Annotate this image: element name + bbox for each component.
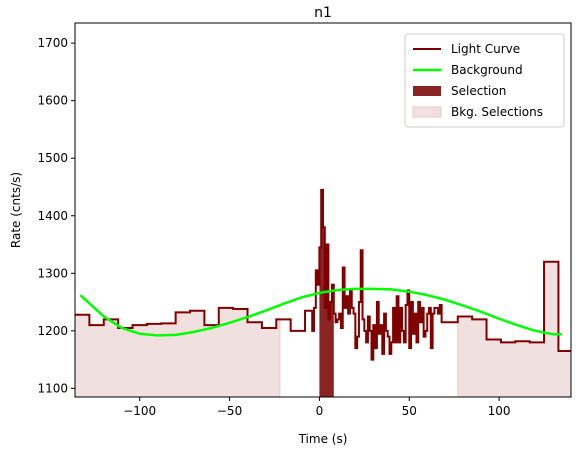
background-layer (79, 287, 563, 337)
y-tick-label: 1400 (37, 209, 68, 223)
y-axis-ticks: 1100 1200 1300 1400 1500 1600 1700 (37, 36, 75, 395)
light-curve-line (75, 188, 571, 361)
background-curve (79, 287, 563, 337)
legend-swatch-2 (413, 86, 441, 96)
plot-frame (74, 22, 572, 398)
x-tick-label: 100 (488, 404, 511, 418)
legend: Light Curve Background Selection Bkg. Selec… (404, 33, 565, 128)
y-axis-label: Rate (cnts/s) (9, 172, 23, 248)
y-tick-label: 1100 (37, 381, 68, 395)
x-tick-label: −50 (217, 404, 242, 418)
legend-label-3: Bkg. Selections (451, 105, 543, 119)
legend-label-0: Light Curve (451, 42, 520, 56)
legend-swatch-3 (412, 106, 442, 118)
y-tick-label: 1500 (37, 151, 68, 165)
legend-label-1: Background (451, 63, 523, 77)
y-tick-label: 1600 (37, 94, 68, 108)
legend-box (404, 33, 565, 128)
light-curve-layer (75, 188, 571, 361)
x-tick-label: 50 (402, 404, 417, 418)
x-tick-label: 0 (316, 404, 324, 418)
y-tick-label: 1700 (37, 36, 68, 50)
y-tick-label: 1200 (37, 324, 68, 338)
y-tick-label: 1300 (37, 266, 68, 280)
chart-title: n1 (314, 5, 332, 21)
x-axis-label: Time (s) (298, 432, 348, 446)
legend-label-2: Selection (451, 84, 506, 98)
x-axis-ticks: −100 −50 0 50 100 (123, 397, 511, 418)
x-tick-label: −100 (123, 404, 156, 418)
